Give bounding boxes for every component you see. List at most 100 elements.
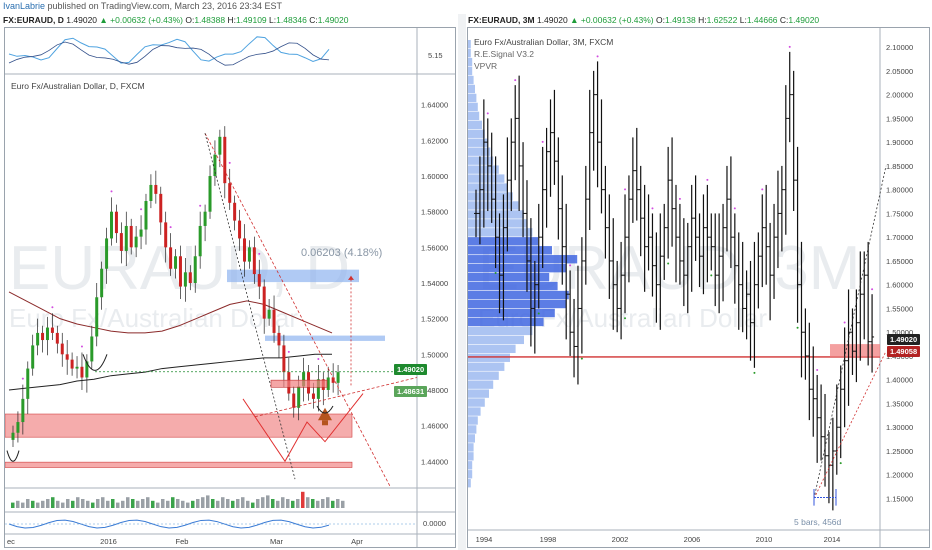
left-y-tick-9: 1.46000 xyxy=(421,422,448,431)
vpvr-row xyxy=(468,174,505,183)
right-x-tick-4: 2010 xyxy=(756,535,773,544)
right-y-tick-2: 2.00000 xyxy=(886,91,913,100)
left-l-label: L: xyxy=(269,15,277,25)
vpvr-row xyxy=(468,156,494,165)
volume-bar xyxy=(206,495,210,508)
volume-bar xyxy=(251,502,255,508)
volume-bar xyxy=(316,500,320,508)
vpvr-row xyxy=(468,299,566,309)
right-chart-panel[interactable]: EURAUD, 3M Euro Fx/Australian Dollar 2.1… xyxy=(467,27,930,548)
vpvr-row xyxy=(468,398,485,407)
vpvr-row xyxy=(468,246,552,255)
right-x-tick-5: 2014 xyxy=(824,535,841,544)
candle-body xyxy=(233,202,237,221)
signal-dot xyxy=(317,358,320,360)
candle-body xyxy=(252,247,256,275)
left-y-tick-10: 1.44000 xyxy=(421,457,448,466)
right-uptrend-line xyxy=(813,165,887,499)
right-high: 1.62522 xyxy=(706,15,738,25)
publish-header: IvanLabrie published on TradingView.com,… xyxy=(0,0,932,12)
right-support-line xyxy=(813,351,887,499)
author-link[interactable]: IvanLabrie xyxy=(3,1,46,11)
candle-body xyxy=(247,247,251,262)
right-x-tick-2: 2002 xyxy=(612,535,629,544)
candle-body xyxy=(316,379,320,399)
signal-dot xyxy=(110,190,113,193)
candle-body xyxy=(336,372,340,383)
volume-bar xyxy=(51,497,55,508)
vpvr-row xyxy=(468,228,533,237)
right-open: 1.49138 xyxy=(665,15,696,25)
right-y-tick-18: 1.20000 xyxy=(886,471,913,480)
left-chart-panel[interactable]: EURAUD, D Euro Fx/Australian Dollar 1.64… xyxy=(4,27,456,548)
right-h-label: H: xyxy=(698,15,707,25)
candle-body xyxy=(238,220,242,239)
volume-bar xyxy=(261,497,265,508)
volume-bar xyxy=(216,500,220,508)
volume-bar xyxy=(66,499,70,508)
volume-bar xyxy=(271,499,275,508)
volume-bar xyxy=(191,500,195,508)
signal-dot xyxy=(287,350,290,353)
left-current-price-tag: 1.49020 xyxy=(394,364,428,375)
left-chart-svg[interactable]: 1.64000 1.62000 1.60000 1.58000 1.56000 1.540… xyxy=(5,28,456,548)
signal-dot xyxy=(596,55,599,58)
left-y-tick-3: 1.58000 xyxy=(421,208,448,217)
candle-body xyxy=(297,386,301,408)
volume-bar xyxy=(176,499,180,508)
volume-bar xyxy=(16,500,20,508)
left-level-price-tag: 1.48631 xyxy=(394,386,428,397)
signal-dot xyxy=(871,288,874,291)
left-high: 1.49109 xyxy=(235,15,267,25)
signal-dot xyxy=(816,368,819,371)
volume-bar xyxy=(36,502,40,508)
right-c-label: C: xyxy=(779,15,789,25)
signal-dot-green xyxy=(796,326,799,329)
volume-bar xyxy=(156,502,160,508)
osc-top-label: 5.15 xyxy=(428,51,443,60)
candle-body xyxy=(114,211,118,234)
osc-slow-line xyxy=(8,41,330,66)
signal-dot xyxy=(228,161,231,164)
vpvr-row xyxy=(468,111,480,121)
volume-bar xyxy=(306,497,310,508)
vpvr-row xyxy=(468,192,513,201)
right-y-tick-7: 1.75000 xyxy=(886,209,913,218)
candle-body xyxy=(183,272,187,287)
signal-dot-green xyxy=(494,272,497,275)
left-c-label: C: xyxy=(309,15,318,25)
vpvr-row xyxy=(468,57,473,67)
candle-body xyxy=(119,233,123,251)
candle-body xyxy=(218,136,222,155)
volume-bar xyxy=(46,499,50,508)
signal-dot-green xyxy=(753,371,756,374)
volume-bar xyxy=(301,491,305,508)
signal-dot-green xyxy=(667,262,670,265)
right-chart-svg[interactable]: 2.10000 2.05000 2.00000 1.95000 1.90000 1.850… xyxy=(468,28,930,548)
consolidation-box xyxy=(270,379,328,388)
indicator-vpvr: VPVR xyxy=(474,61,498,71)
volume-bar xyxy=(56,500,60,508)
volume-bar xyxy=(211,499,215,508)
vpvr-row xyxy=(468,353,510,362)
candle-body xyxy=(326,377,330,390)
volume-bar xyxy=(311,499,315,508)
candle-body xyxy=(164,222,168,248)
volume-bar xyxy=(196,499,200,508)
right-y-tick-5: 1.85000 xyxy=(886,162,913,171)
vpvr-row xyxy=(468,40,471,49)
right-l-label: L: xyxy=(739,15,747,25)
candle-body xyxy=(65,354,69,360)
left-chart-title: Euro Fx/Australian Dollar, D, FXCM xyxy=(11,81,145,91)
candle-body xyxy=(311,393,315,399)
vpvr-row xyxy=(468,461,473,470)
candle-body xyxy=(105,238,109,269)
vpvr-row xyxy=(468,147,491,156)
left-x-tick-0: ec xyxy=(7,537,15,546)
candle-body xyxy=(21,398,25,423)
right-x-tick-1: 1998 xyxy=(540,535,557,544)
volume-bar xyxy=(291,500,295,508)
vpvr-row xyxy=(468,66,473,76)
left-last: 1.49020 xyxy=(66,15,98,25)
right-chart-title: Euro Fx/Australian Dollar, 3M, FXCM xyxy=(474,37,614,47)
